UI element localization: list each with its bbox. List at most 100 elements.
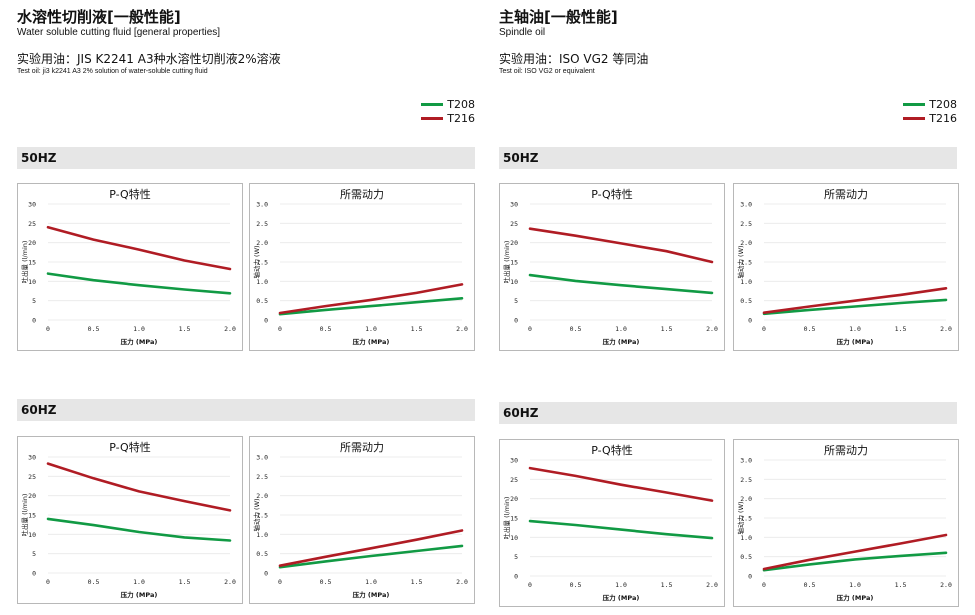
y-tick-label: 1.5 bbox=[740, 259, 752, 267]
x-tick-label: 1.5 bbox=[895, 325, 907, 333]
series-line-t208 bbox=[762, 298, 948, 316]
chart-panel: 所需动力 0 0.5 1.0 1.5 2.0 2.5 3.0 0 0.5 1.0 1.5 2.0 压力 (… bbox=[249, 183, 475, 351]
y-tick-label: 10 bbox=[510, 278, 518, 286]
x-tick-label: 1.0 bbox=[615, 325, 627, 333]
y-tick-label: 20 bbox=[510, 495, 518, 503]
chart-svg: P-Q特性 0 5 10 15 20 25 30 0 0.5 1.0 1.5 2.0 压力 (MPa) 吐出… bbox=[20, 440, 236, 599]
left-subtitle: Water soluble cutting fluid [general pro… bbox=[17, 27, 221, 38]
left-test-oil-en: Test oil: ji3 k2241 A3 2% solution of wa… bbox=[17, 68, 208, 75]
chart-svg: P-Q特性 0 5 10 15 20 25 30 0 0.5 1.0 1.5 2.0 压力 (MPa) 吐出… bbox=[20, 187, 236, 346]
x-tick-label: 1.0 bbox=[849, 325, 861, 333]
y-tick-label: 1.5 bbox=[256, 259, 268, 267]
x-tick-label: 1.5 bbox=[179, 325, 191, 333]
right-band-60hz: 60HZ bbox=[499, 402, 957, 424]
x-tick-label: 0 bbox=[46, 578, 50, 586]
x-tick-label: 1.0 bbox=[365, 578, 377, 586]
series-line-t216 bbox=[762, 287, 948, 314]
x-tick-label: 0.5 bbox=[320, 325, 332, 333]
x-tick-label: 2.0 bbox=[706, 325, 718, 333]
y-tick-label: 30 bbox=[510, 201, 518, 209]
chart-panel: 所需动力 0 0.5 1.0 1.5 2.0 2.5 3.0 0 0.5 1.0 1.5 2.0 压力 (… bbox=[733, 183, 959, 351]
y-tick-label: 1.0 bbox=[256, 531, 268, 539]
series-line-t216 bbox=[278, 283, 464, 315]
y-axis-label: 轴动力 (W) bbox=[736, 245, 745, 278]
y-tick-label: 2.0 bbox=[256, 239, 268, 247]
legend-swatch-t208 bbox=[903, 102, 926, 106]
y-tick-label: 3.0 bbox=[256, 201, 268, 209]
y-tick-label: 5 bbox=[32, 550, 36, 558]
chart-panel: P-Q特性 0 5 10 15 20 25 30 0 0.5 1.0 1.5 2.0 压力 (MPa) 吐出… bbox=[499, 183, 725, 351]
y-tick-label: 10 bbox=[28, 531, 36, 539]
legend-swatch-t216 bbox=[903, 116, 926, 120]
x-tick-label: 0.5 bbox=[570, 581, 582, 589]
series-line-t208 bbox=[278, 544, 464, 569]
chart-svg: P-Q特性 0 5 10 15 20 25 30 0 0.5 1.0 1.5 2.0 压力 (MPa) 吐出… bbox=[502, 187, 718, 346]
left-title: 水溶性切削液[一般性能] bbox=[17, 8, 181, 26]
y-tick-label: 3.0 bbox=[740, 201, 752, 209]
y-axis-label: 轴动力 (W) bbox=[736, 501, 745, 534]
x-tick-label: 0 bbox=[278, 578, 282, 586]
y-tick-label: 2.0 bbox=[740, 495, 752, 503]
left-test-oil: 实验用油：JIS K2241 A3种水溶性切削液2%溶液 bbox=[17, 52, 281, 66]
x-axis-label: 压力 (MPa) bbox=[353, 590, 390, 599]
series-line-t216 bbox=[46, 462, 232, 512]
x-tick-label: 0.5 bbox=[320, 578, 332, 586]
x-tick-label: 0 bbox=[762, 581, 766, 589]
chart-panel: 所需动力 0 0.5 1.0 1.5 2.0 2.5 3.0 0 0.5 1.0 1.5 2.0 压力 (… bbox=[733, 439, 959, 607]
x-tick-label: 1.5 bbox=[661, 325, 673, 333]
y-axis-label: 吐出量 (l/min) bbox=[20, 494, 29, 537]
series-line-t216 bbox=[762, 533, 948, 571]
x-tick-label: 0.5 bbox=[88, 325, 100, 333]
y-tick-label: 25 bbox=[28, 473, 36, 481]
y-tick-label: 0 bbox=[514, 317, 518, 325]
series-line-t216 bbox=[528, 466, 714, 502]
y-tick-label: 0 bbox=[514, 573, 518, 581]
x-tick-label: 1.5 bbox=[411, 578, 423, 586]
chart-title: 所需动力 bbox=[340, 188, 384, 201]
chart-title: P-Q特性 bbox=[109, 440, 150, 454]
y-tick-label: 0.5 bbox=[740, 297, 752, 305]
y-tick-label: 25 bbox=[510, 476, 518, 484]
legend-label-t208: T208 bbox=[447, 97, 475, 111]
x-tick-label: 2.0 bbox=[706, 581, 718, 589]
x-tick-label: 0.5 bbox=[804, 581, 816, 589]
x-tick-label: 1.0 bbox=[133, 325, 145, 333]
y-tick-label: 20 bbox=[28, 492, 36, 500]
right-test-oil-en: Test oil: ISO VG2 or equivalent bbox=[499, 68, 595, 75]
legend-swatch-t216 bbox=[421, 116, 444, 120]
y-tick-label: 2.5 bbox=[256, 220, 268, 228]
x-tick-label: 0 bbox=[46, 325, 50, 333]
legend-entry-t208: T208 bbox=[887, 97, 957, 111]
series-line-t208 bbox=[762, 551, 948, 572]
legend-entry-t208: T208 bbox=[405, 97, 475, 111]
x-tick-label: 1.0 bbox=[849, 581, 861, 589]
series-line-t208 bbox=[528, 519, 714, 540]
y-tick-label: 15 bbox=[28, 512, 36, 520]
chart-panel: 所需动力 0 0.5 1.0 1.5 2.0 2.5 3.0 0 0.5 1.0 1.5 2.0 压力 (… bbox=[249, 436, 475, 604]
chart-svg: 所需动力 0 0.5 1.0 1.5 2.0 2.5 3.0 0 0.5 1.0 1.5 2.0 压力 (… bbox=[252, 188, 468, 346]
y-tick-label: 20 bbox=[28, 239, 36, 247]
series-line-t208 bbox=[528, 273, 714, 295]
legend-label-t216: T216 bbox=[929, 111, 957, 125]
chart-svg: 所需动力 0 0.5 1.0 1.5 2.0 2.5 3.0 0 0.5 1.0 1.5 2.0 压力 (… bbox=[252, 441, 468, 599]
x-tick-label: 1.5 bbox=[411, 325, 423, 333]
x-axis-label: 压力 (MPa) bbox=[603, 593, 640, 602]
legend-label-t216: T216 bbox=[447, 111, 475, 125]
series-line-t216 bbox=[528, 227, 714, 264]
x-tick-label: 1.5 bbox=[895, 581, 907, 589]
x-tick-label: 0.5 bbox=[804, 325, 816, 333]
y-tick-label: 1.0 bbox=[740, 278, 752, 286]
y-tick-label: 30 bbox=[28, 454, 36, 462]
y-tick-label: 0.5 bbox=[740, 553, 752, 561]
x-tick-label: 2.0 bbox=[940, 581, 952, 589]
chart-panel: P-Q特性 0 5 10 15 20 25 30 0 0.5 1.0 1.5 2.0 压力 (MPa) 吐出… bbox=[499, 439, 725, 607]
series-line-t208 bbox=[278, 297, 464, 316]
y-tick-label: 0.5 bbox=[256, 297, 268, 305]
y-axis-label: 轴动力 (W) bbox=[252, 498, 261, 531]
y-tick-label: 15 bbox=[28, 259, 36, 267]
y-tick-label: 1.0 bbox=[740, 534, 752, 542]
y-axis-label: 吐出量 (l/min) bbox=[502, 241, 511, 284]
x-tick-label: 0 bbox=[762, 325, 766, 333]
x-axis-label: 压力 (MPa) bbox=[121, 590, 158, 599]
y-tick-label: 10 bbox=[28, 278, 36, 286]
